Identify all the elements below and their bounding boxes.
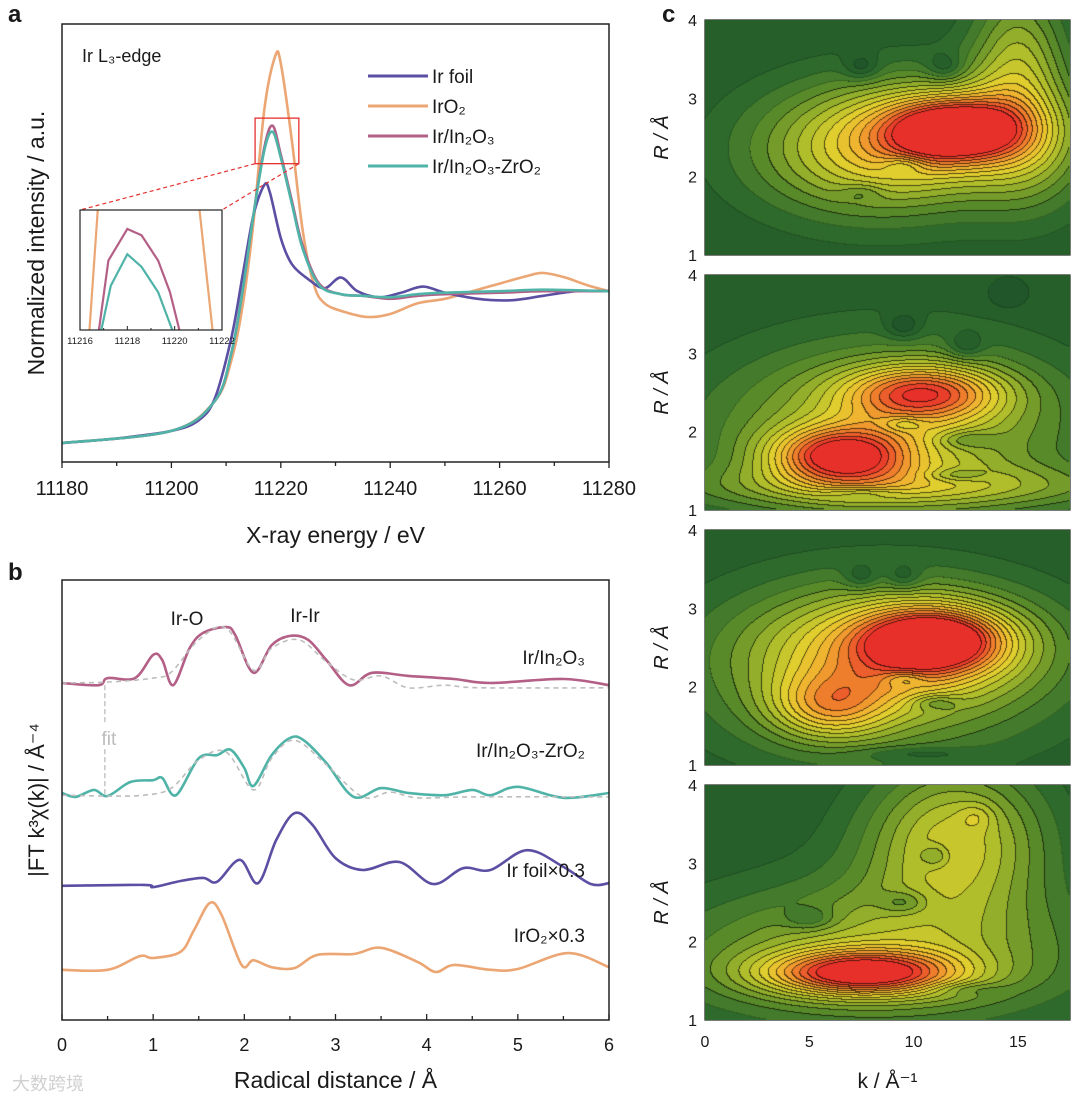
panel-label-b: b [8, 559, 23, 586]
series-line [61, 811, 610, 889]
panel-b-ft-exafs: fit 0 1 2 3 4 5 6 Radical distance / Å |FT k³χ(k)… [24, 579, 614, 1093]
x-axis-label: k / Å⁻¹ [857, 1070, 917, 1093]
wavelet-map-1 [705, 275, 1070, 510]
y-axis-label: R / Å [650, 115, 673, 159]
y-tick-label: 1 [688, 248, 697, 265]
x-tick-label: 4 [422, 1035, 432, 1055]
y-tick-label: 3 [688, 346, 697, 363]
x-tick-label: 0 [57, 1035, 67, 1055]
series-line [61, 735, 610, 800]
x-tick-label: 2 [239, 1035, 249, 1055]
y-axis-label: Normalized intensity / a.u. [23, 111, 49, 376]
x-tick-label: 0 [701, 1034, 710, 1051]
x-tick-label: 11180 [36, 478, 89, 500]
zoom-line [221, 163, 300, 211]
x-tick-label: 5 [513, 1035, 523, 1055]
legend-label: IrO₂ [432, 97, 466, 118]
y-tick-label: 3 [688, 856, 697, 873]
fit-label-bg [90, 725, 119, 749]
fit-line [61, 625, 610, 689]
y-tick-label: 1 [688, 1013, 697, 1030]
fit-line [61, 739, 610, 799]
y-axis-label: R / Å [650, 370, 673, 414]
series-line [61, 901, 610, 974]
wavelet-map-3 [705, 785, 1070, 1020]
inset-series-line [97, 227, 181, 330]
curve-label: IrO₂×0.3 [514, 926, 585, 947]
annotation-ir-o: Ir-O [171, 609, 204, 630]
y-tick-label: 4 [688, 268, 697, 285]
fit-label: fit [101, 729, 117, 750]
zoom-box [254, 117, 300, 165]
x-axis-label: X-ray energy / eV [246, 522, 426, 548]
x-tick-label: 6 [604, 1035, 614, 1055]
x-tick-label: 1 [148, 1035, 158, 1055]
y-tick-label: 2 [688, 680, 697, 697]
x-tick-label: 3 [330, 1035, 340, 1055]
inset-bg [80, 210, 222, 330]
series-line [61, 625, 610, 687]
y-axis-label: |FT k³χ(k)| / Å⁻⁴ [24, 723, 49, 877]
curve-label: Ir/In₂O₃-ZrO₂ [476, 741, 585, 762]
x-tick-label: 5 [805, 1034, 814, 1051]
legend-label: Ir/In₂O₃-ZrO₂ [432, 157, 541, 178]
panel-label-a: a [8, 1, 22, 28]
x-tick-label: 10 [905, 1034, 923, 1051]
y-tick-label: 2 [688, 170, 697, 187]
wavelet-map-0 [705, 20, 1070, 255]
x-tick-label: 11220 [254, 478, 308, 500]
y-tick-label: 2 [688, 425, 697, 442]
watermark: 大数跨境 [12, 1074, 84, 1094]
y-tick-label: 4 [688, 13, 697, 30]
y-tick-label: 4 [688, 778, 697, 795]
curve-label: Ir foil×0.3 [506, 861, 585, 882]
inset-series-line [88, 210, 99, 330]
inset-tick-label: 11220 [162, 336, 188, 347]
inset-series-line [198, 210, 214, 330]
inset-series-line [100, 252, 174, 330]
inset-tick-label: 11218 [114, 336, 140, 347]
series-line-0 [62, 181, 609, 445]
y-tick-label: 4 [688, 523, 697, 540]
y-axis-label: R / Å [650, 625, 673, 669]
x-tick-label: 15 [1009, 1034, 1027, 1051]
y-tick-label: 3 [688, 601, 697, 618]
y-tick-label: 2 [688, 935, 697, 952]
y-axis-label: R / Å [650, 880, 673, 924]
wavelet-map-2 [705, 530, 1070, 765]
panel-a-xanes: 11180 11200 11220 11240 11260 11280 X-ray ener… [23, 23, 636, 548]
y-tick-label: 1 [688, 758, 697, 775]
x-tick-label: 11260 [473, 478, 527, 500]
x-tick-label: 11200 [144, 478, 198, 500]
x-tick-label: 11280 [582, 478, 636, 500]
legend-label: Ir/In₂O₃ [432, 127, 495, 148]
annotation-ir-ir: Ir-Ir [290, 606, 320, 627]
y-tick-label: 3 [688, 91, 697, 108]
curve-label: Ir/In₂O₃ [522, 648, 585, 669]
series-line-3 [62, 130, 609, 445]
series-line-1 [62, 49, 609, 445]
zoom-line [79, 163, 256, 211]
inset-tick-label: 11216 [67, 336, 93, 347]
legend-label: Ir foil [432, 67, 473, 88]
x-axis-label: Radical distance / Å [234, 1066, 438, 1093]
panel-label-c: c [662, 1, 675, 28]
x-tick-label: 11240 [363, 478, 417, 500]
y-tick-label: 1 [688, 503, 697, 520]
edge-title: Ir L₃-edge [82, 46, 161, 66]
inset-tick-label: 11222 [209, 336, 235, 347]
